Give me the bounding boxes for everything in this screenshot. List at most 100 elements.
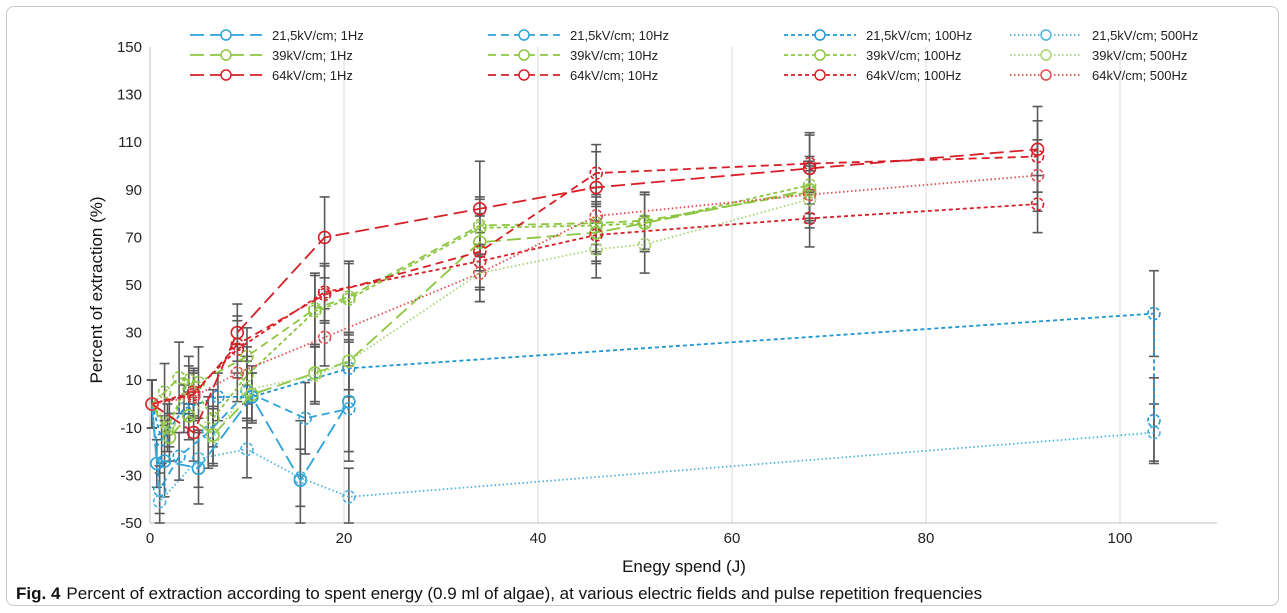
legend-entry: 64kV/cm; 10Hz	[488, 68, 658, 83]
legend-label: 39kV/cm; 100Hz	[866, 48, 961, 63]
data-point	[206, 430, 220, 445]
legend-entry: 64kV/cm; 500Hz	[1010, 68, 1187, 83]
data-point	[186, 390, 201, 404]
legend-entry: 21,5kV/cm; 100Hz	[784, 28, 972, 43]
legend: 21,5kV/cm; 1Hz 21,5kV/cm; 10Hz 21,5kV/cm; …	[190, 28, 1198, 83]
y-tick-label: 150	[117, 39, 142, 56]
legend-label: 64kV/cm; 10Hz	[570, 68, 658, 83]
legend-entry: 21,5kV/cm; 500Hz	[1010, 28, 1198, 43]
data-point	[182, 409, 196, 423]
legend-entry: 64kV/cm; 1Hz	[190, 68, 353, 83]
data-point	[317, 285, 332, 299]
series-line	[151, 403, 1155, 504]
series-line	[151, 391, 350, 493]
series-line	[151, 188, 810, 439]
data-point	[589, 218, 604, 233]
data-point	[293, 470, 308, 485]
data-point	[802, 187, 817, 202]
data-point	[206, 411, 220, 426]
series-group	[145, 142, 1161, 509]
legend-label: 21,5kV/cm; 500Hz	[1092, 28, 1198, 43]
data-point	[472, 235, 487, 249]
legend-entry: 21,5kV/cm; 10Hz	[488, 28, 669, 43]
data-point	[637, 237, 652, 252]
legend-entry: 39kV/cm; 500Hz	[1010, 48, 1187, 63]
caption-text: Percent of extraction according to spent…	[66, 584, 983, 603]
legend-marker	[814, 69, 826, 81]
legend-entry: 39kV/cm; 10Hz	[488, 48, 658, 63]
data-point	[172, 449, 186, 464]
x-tick-label: 100	[1107, 530, 1132, 547]
legend-entry: 21,5kV/cm; 1Hz	[190, 28, 364, 43]
legend-marker	[814, 49, 826, 61]
legend-marker	[518, 49, 530, 61]
data-point	[1030, 149, 1045, 164]
data-point	[802, 178, 817, 192]
data-point	[1030, 142, 1045, 157]
legend-label: 64kV/cm; 1Hz	[272, 68, 353, 83]
data-point	[230, 366, 245, 380]
legend-label: 64kV/cm; 500Hz	[1092, 68, 1187, 83]
legend-marker	[1040, 49, 1052, 61]
data-point	[1030, 168, 1045, 183]
y-tick-label: -10	[120, 420, 142, 437]
data-point	[145, 397, 159, 411]
data-point	[172, 371, 186, 385]
data-point	[802, 192, 817, 207]
data-point	[472, 244, 487, 259]
y-tick-label: 90	[125, 182, 142, 199]
y-tick-label: 70	[125, 229, 142, 246]
y-tick-label: 110	[118, 134, 142, 151]
data-point	[342, 490, 356, 504]
legend-marker	[1040, 29, 1052, 41]
data-point	[342, 354, 356, 368]
data-point	[317, 330, 332, 345]
line-chart: 0 20 40 60 80 100 -50 -30 -10 10 30 50 70 90 110 130 150…	[87, 28, 1217, 576]
data-point	[1147, 425, 1161, 440]
x-axis-label: Enegy spend (J)	[622, 557, 746, 576]
figure-caption: Fig. 4 Percent of extraction according to…	[16, 584, 1266, 604]
series-line	[151, 148, 1038, 434]
data-point	[177, 401, 191, 416]
legend-marker	[814, 29, 826, 41]
legend-label: 21,5kV/cm; 10Hz	[570, 28, 669, 43]
y-tick-label: 50	[125, 277, 142, 294]
series-line	[151, 395, 350, 482]
legend-label: 21,5kV/cm; 1Hz	[272, 28, 364, 43]
data-point	[802, 211, 817, 226]
legend-entry: 39kV/cm; 100Hz	[784, 48, 961, 63]
data-point	[317, 230, 332, 245]
data-point	[342, 394, 356, 409]
data-point	[191, 451, 206, 466]
x-tick-label: 80	[918, 530, 935, 547]
data-point	[802, 156, 817, 171]
legend-label: 21,5kV/cm; 100Hz	[866, 28, 972, 43]
series-line	[151, 198, 810, 440]
data-point	[342, 292, 356, 307]
data-point	[240, 368, 254, 383]
grid-lines	[343, 47, 1121, 523]
data-point	[240, 382, 254, 397]
legend-label: 39kV/cm; 500Hz	[1092, 48, 1187, 63]
legend-entry: 39kV/cm; 1Hz	[190, 48, 353, 63]
legend-marker	[1040, 69, 1052, 81]
legend-label: 39kV/cm; 1Hz	[272, 48, 353, 63]
x-tick-label: 20	[336, 530, 353, 547]
error-bars	[146, 105, 1159, 524]
data-point	[308, 368, 322, 383]
data-point	[298, 411, 313, 426]
series-line	[151, 203, 1038, 405]
data-point	[342, 361, 356, 376]
data-point	[186, 385, 201, 399]
data-point	[589, 209, 604, 223]
data-point	[802, 161, 817, 176]
data-point	[1147, 306, 1161, 321]
x-tick-label: 0	[146, 530, 154, 547]
legend-label: 39kV/cm; 10Hz	[570, 48, 658, 63]
legend-marker	[220, 69, 232, 81]
data-point	[472, 221, 487, 235]
y-tick-label: 30	[125, 325, 142, 342]
data-point	[589, 242, 604, 257]
data-point	[230, 342, 245, 357]
data-point	[157, 454, 172, 468]
